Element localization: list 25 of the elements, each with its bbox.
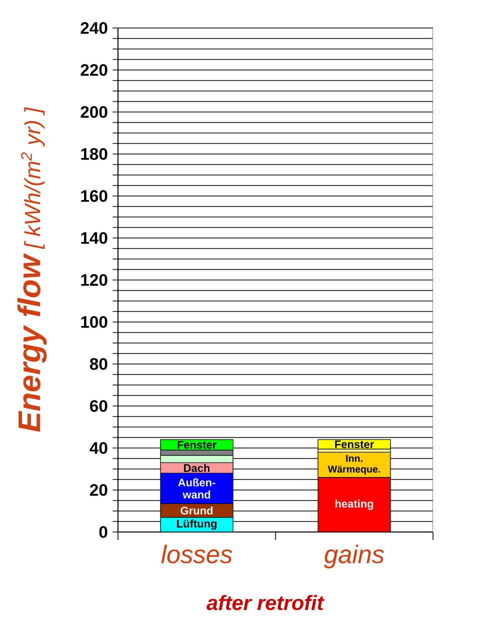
y-tick-label: 220	[80, 64, 108, 76]
y-axis-title: Energy flow[ kWh/(m$^{2}$ yr) ]	[17, 107, 47, 432]
y-tick-label: 240	[80, 22, 108, 34]
x-tick-label: losses	[161, 544, 232, 564]
y-tick-label: 140	[81, 232, 108, 244]
y-tick-label: 80	[90, 358, 108, 370]
y-tick-label: 120	[81, 274, 108, 286]
series-label: Fenster	[335, 440, 374, 448]
series-label: Fenster	[178, 441, 216, 449]
y-tick-label: 40	[90, 442, 108, 454]
series-label: Grund	[180, 506, 213, 515]
series-label: Dach	[184, 464, 210, 472]
series-label: heating	[335, 500, 374, 510]
y-tick-label: 0	[99, 526, 108, 538]
y-tick-label: 180	[81, 148, 108, 160]
series-label: Außen-wand	[178, 478, 216, 499]
series-label: Inn. Wärmeque.	[328, 455, 380, 475]
y-tick-label: 100	[81, 316, 108, 328]
x-tick-label: gains	[324, 544, 384, 568]
x-axis-title: after retrofit	[206, 594, 324, 610]
y-tick-label: 200	[80, 106, 108, 118]
y-tick-label: 160	[81, 190, 108, 202]
y-tick-label: 20	[90, 484, 108, 496]
series-label: Lüftung	[177, 520, 216, 530]
y-tick-label: 60	[90, 400, 108, 412]
